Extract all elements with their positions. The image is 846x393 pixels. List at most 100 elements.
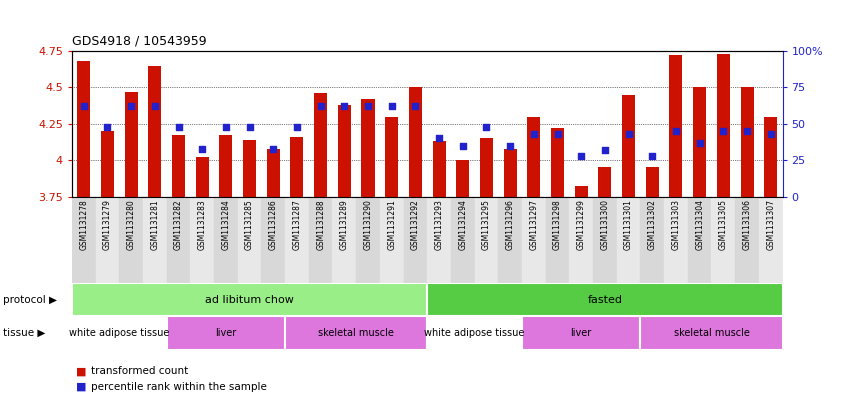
Text: GSM1131284: GSM1131284 — [222, 199, 230, 250]
Bar — [574, 186, 588, 196]
Bar — [498, 196, 522, 283]
Bar — [404, 196, 427, 283]
Bar — [385, 117, 398, 196]
Text: protocol ▶: protocol ▶ — [3, 295, 57, 305]
Text: percentile rank within the sample: percentile rank within the sample — [91, 382, 267, 392]
Bar — [688, 196, 711, 283]
Point — [456, 143, 470, 149]
Point — [172, 123, 185, 130]
Text: GSM1131282: GSM1131282 — [174, 199, 183, 250]
Bar — [101, 131, 114, 196]
Text: GSM1131303: GSM1131303 — [672, 199, 680, 250]
Bar — [522, 196, 546, 283]
Text: GSM1131293: GSM1131293 — [435, 199, 443, 250]
Text: GSM1131296: GSM1131296 — [506, 199, 514, 250]
Bar — [285, 196, 309, 283]
Text: GSM1131283: GSM1131283 — [198, 199, 206, 250]
Text: GSM1131297: GSM1131297 — [530, 199, 538, 250]
Text: GSM1131306: GSM1131306 — [743, 199, 751, 250]
Bar — [190, 196, 214, 283]
Text: GSM1131287: GSM1131287 — [293, 199, 301, 250]
Point — [551, 131, 564, 137]
Point — [645, 152, 659, 159]
Text: GSM1131291: GSM1131291 — [387, 199, 396, 250]
Bar — [195, 157, 209, 196]
Bar — [172, 136, 185, 196]
Bar — [148, 66, 162, 196]
Text: GSM1131281: GSM1131281 — [151, 199, 159, 250]
Text: fasted: fasted — [587, 295, 623, 305]
Point — [598, 147, 612, 153]
Point — [290, 123, 304, 130]
Text: white adipose tissue: white adipose tissue — [69, 328, 169, 338]
Text: GSM1131286: GSM1131286 — [269, 199, 277, 250]
Bar — [290, 137, 304, 196]
Bar — [527, 117, 541, 196]
Bar — [380, 196, 404, 283]
Bar — [427, 196, 451, 283]
Text: liver: liver — [215, 328, 237, 338]
Bar — [332, 196, 356, 283]
Bar — [617, 196, 640, 283]
Bar — [409, 87, 422, 196]
Bar — [356, 196, 380, 283]
Bar — [740, 87, 754, 196]
Bar — [764, 117, 777, 196]
Bar — [669, 55, 683, 196]
Text: skeletal muscle: skeletal muscle — [673, 328, 750, 338]
Bar — [456, 160, 470, 196]
Bar — [72, 316, 167, 350]
Bar — [427, 283, 783, 316]
Text: GSM1131294: GSM1131294 — [459, 199, 467, 250]
Text: GSM1131304: GSM1131304 — [695, 199, 704, 250]
Point — [432, 135, 446, 141]
Bar — [261, 196, 285, 283]
Point — [243, 123, 256, 130]
Point — [669, 128, 683, 134]
Bar — [124, 92, 138, 196]
Bar — [77, 61, 91, 196]
Bar — [569, 196, 593, 283]
Bar — [238, 196, 261, 283]
Point — [148, 103, 162, 110]
Bar — [645, 167, 659, 196]
Bar — [735, 196, 759, 283]
Point — [574, 152, 588, 159]
Point — [266, 145, 280, 152]
Text: GSM1131307: GSM1131307 — [766, 199, 775, 250]
Bar — [219, 136, 233, 196]
Text: GSM1131302: GSM1131302 — [648, 199, 656, 250]
Bar — [314, 93, 327, 196]
Bar — [72, 196, 96, 283]
Bar — [266, 149, 280, 196]
Bar — [522, 316, 640, 350]
Point — [77, 103, 91, 110]
Point — [764, 131, 777, 137]
Text: GSM1131301: GSM1131301 — [624, 199, 633, 250]
Point — [124, 103, 138, 110]
Text: GSM1131280: GSM1131280 — [127, 199, 135, 250]
Point — [314, 103, 327, 110]
Bar — [622, 95, 635, 196]
Bar — [72, 283, 427, 316]
Text: GSM1131289: GSM1131289 — [340, 199, 349, 250]
Text: GSM1131299: GSM1131299 — [577, 199, 585, 250]
Bar — [167, 316, 285, 350]
Point — [503, 143, 517, 149]
Point — [195, 145, 209, 152]
Point — [101, 123, 114, 130]
Text: GSM1131290: GSM1131290 — [364, 199, 372, 250]
Bar — [717, 54, 730, 196]
Bar — [640, 196, 664, 283]
Text: tissue ▶: tissue ▶ — [3, 328, 45, 338]
Bar — [711, 196, 735, 283]
Bar — [285, 316, 427, 350]
Bar — [167, 196, 190, 283]
Text: GSM1131288: GSM1131288 — [316, 199, 325, 250]
Point — [219, 123, 233, 130]
Bar — [119, 196, 143, 283]
Bar — [759, 196, 783, 283]
Text: ■: ■ — [76, 382, 86, 392]
Bar — [551, 128, 564, 196]
Bar — [546, 196, 569, 283]
